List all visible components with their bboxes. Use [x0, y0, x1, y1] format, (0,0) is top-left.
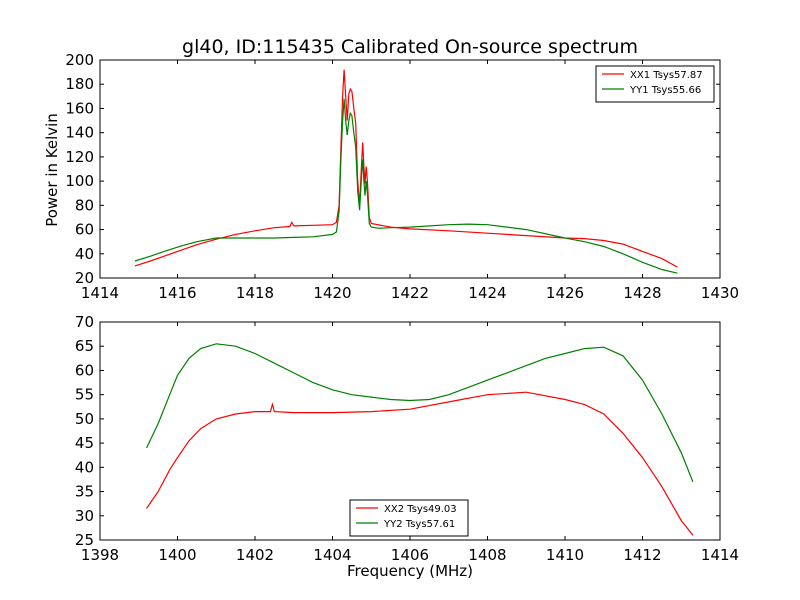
x-tick-label: 1416 — [158, 284, 196, 302]
y-tick-label: 45 — [75, 434, 94, 452]
y-tick-label: 55 — [75, 386, 94, 404]
series-line-2-1 — [146, 391, 694, 536]
legend: XX1 Tsys57.87 YY1 Tsys55.66 — [595, 65, 715, 103]
y-tick-label: 60 — [75, 221, 94, 239]
y-tick-label: 80 — [75, 196, 94, 214]
legend-label: XX2 Tsys49.03 — [384, 504, 457, 515]
series-line-2-2 — [145, 343, 694, 483]
chart-title: gl40, ID:115435 Calibrated On-source spe… — [182, 36, 638, 58]
x-tick-label: 1400 — [158, 546, 196, 564]
y-tick-label: 30 — [75, 507, 94, 525]
y-tick-label: 140 — [65, 124, 94, 142]
y-tick-label: 180 — [65, 75, 94, 93]
y-tick-label: 50 — [75, 410, 94, 428]
x-tick-label: 1406 — [391, 546, 429, 564]
x-tick-label: 1424 — [468, 284, 506, 302]
x-tick-label: 1404 — [313, 546, 351, 564]
y-tick-label: 70 — [75, 313, 94, 331]
legend-label: YY2 Tsys57.61 — [383, 519, 455, 530]
legend-label: XX1 Tsys57.87 — [630, 70, 703, 81]
x-tick-label: 1402 — [236, 546, 274, 564]
y-tick-label: 40 — [75, 245, 94, 263]
top-panel: 1414 1416 1418 1420 1422 1424 1426 1428 1430 20 40… — [65, 51, 739, 302]
y-tick-label: 120 — [65, 148, 94, 166]
y-tick-label: 65 — [75, 337, 94, 355]
y-tick-label: 20 — [75, 269, 94, 287]
y-tick-label: 40 — [75, 458, 94, 476]
x-tick-label: 1398 — [81, 546, 119, 564]
x-tick-label: 1414 — [701, 546, 739, 564]
x-tick-label: 1428 — [623, 284, 661, 302]
series-line-1-1 — [134, 69, 678, 268]
legend-label: YY1 Tsys55.66 — [629, 85, 701, 96]
series-line-1-2 — [134, 98, 678, 274]
x-tick-label: 1426 — [546, 284, 584, 302]
x-tick-label: 1422 — [391, 284, 429, 302]
x-tick-label: 1414 — [81, 284, 119, 302]
legend: XX2 Tsys49.03 YY2 Tsys57.61 — [349, 499, 469, 537]
x-axis-label: Frequency (MHz) — [347, 562, 473, 580]
x-tick-label: 1408 — [468, 546, 506, 564]
y-tick-label: 25 — [75, 531, 94, 549]
y-tick-label: 200 — [65, 51, 94, 69]
y-axis-label: Power in Kelvin — [43, 113, 61, 227]
y-tick-label: 100 — [65, 172, 94, 190]
x-tick-label: 1412 — [623, 546, 661, 564]
y-tick-label: 35 — [75, 483, 94, 501]
y-tick-label: 160 — [65, 99, 94, 117]
x-tick-label: 1430 — [701, 284, 739, 302]
x-tick-label: 1410 — [546, 546, 584, 564]
x-tick-label: 1418 — [236, 284, 274, 302]
x-tick-label: 1420 — [313, 284, 351, 302]
y-tick-label: 60 — [75, 361, 94, 379]
bottom-panel: 1398 1400 1402 1404 1406 1408 1410 1412 1414 25 30… — [75, 313, 739, 564]
